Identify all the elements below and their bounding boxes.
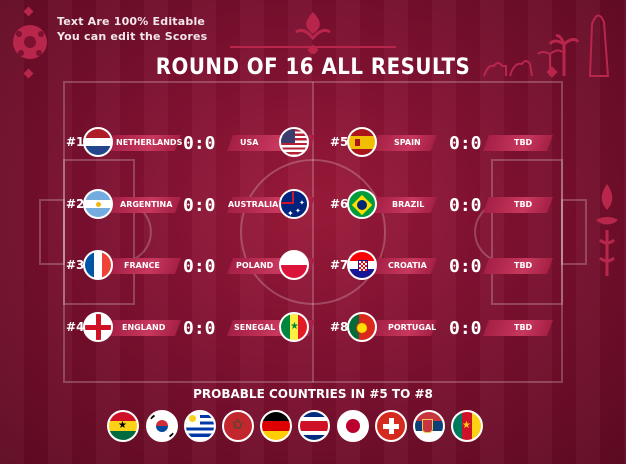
- japan-flag-icon: [337, 410, 369, 442]
- match-row-5: #5 SPAIN 0:0 TBD: [326, 127, 556, 157]
- morocco-flag-icon: ✩: [222, 410, 254, 442]
- match-row-1: #1 NETHERLANDS 0:0 USA: [60, 127, 315, 157]
- match-row-2: #2 ARGENTINA 0:0 AUSTRALIA ✦ ✦ ✦: [60, 189, 315, 219]
- match-number: #4: [66, 320, 85, 334]
- brazil-flag-icon: [347, 189, 377, 219]
- england-flag-icon: [83, 312, 113, 342]
- match-number: #6: [330, 197, 349, 211]
- match-row-4: #4 ENGLAND 0:0 SENEGAL ★: [60, 312, 315, 342]
- team-name: ARGENTINA: [120, 200, 173, 209]
- team-name: NETHERLANDS: [116, 138, 183, 147]
- match-score[interactable]: 0:0: [183, 195, 216, 216]
- match-row-6: #6 BRAZIL 0:0 TBD: [326, 189, 556, 219]
- team-name: USA: [240, 138, 259, 147]
- match-score[interactable]: 0:0: [183, 133, 216, 154]
- match-row-8: #8 PORTUGAL 0:0 TBD: [326, 312, 556, 342]
- switzerland-flag-icon: [375, 410, 407, 442]
- australia-flag-icon: ✦ ✦ ✦: [279, 189, 309, 219]
- team-name: PORTUGAL: [388, 323, 437, 332]
- team-name: TBD: [514, 138, 533, 147]
- south-korea-flag-icon: [146, 410, 178, 442]
- match-score[interactable]: 0:0: [449, 195, 482, 216]
- croatia-flag-icon: [347, 250, 377, 280]
- editable-note: You can edit the Scores: [57, 30, 208, 43]
- team-name: SENEGAL: [234, 323, 276, 332]
- desert-skyline-icon: [483, 14, 610, 78]
- match-score[interactable]: 0:0: [183, 318, 216, 339]
- match-number: #8: [330, 320, 349, 334]
- match-number: #5: [330, 135, 349, 149]
- editable-note: Text Are 100% Editable: [57, 15, 206, 28]
- match-score[interactable]: 0:0: [449, 256, 482, 277]
- usa-flag-icon: [279, 127, 309, 157]
- team-name: BRAZIL: [392, 200, 425, 209]
- team-name: POLAND: [236, 261, 274, 270]
- match-number: #2: [66, 197, 85, 211]
- senegal-flag-icon: ★: [279, 312, 309, 342]
- argentina-flag-icon: [83, 189, 113, 219]
- team-name: FRANCE: [124, 261, 160, 270]
- costa-rica-flag-icon: [298, 410, 330, 442]
- match-score[interactable]: 0:0: [183, 256, 216, 277]
- team-name: ENGLAND: [122, 323, 166, 332]
- soccer-ball-icon: [13, 25, 47, 59]
- probable-countries-title: PROBABLE COUNTRIES IN #5 TO #8: [193, 387, 433, 401]
- match-number: #7: [330, 258, 349, 272]
- ghana-flag-icon: ★: [107, 410, 139, 442]
- uruguay-flag-icon: [184, 410, 216, 442]
- serbia-flag-icon: [413, 410, 445, 442]
- poland-flag-icon: [279, 250, 309, 280]
- germany-flag-icon: [260, 410, 292, 442]
- arabesque-ornament-icon: [596, 184, 618, 276]
- page-title: ROUND OF 16 ALL RESULTS: [155, 55, 471, 80]
- team-name: CROATIA: [388, 261, 427, 270]
- match-score[interactable]: 0:0: [449, 133, 482, 154]
- match-number: #1: [66, 135, 85, 149]
- france-flag-icon: [83, 250, 113, 280]
- match-score[interactable]: 0:0: [449, 318, 482, 339]
- team-name: AUSTRALIA: [228, 200, 279, 209]
- title-divider: [230, 46, 396, 48]
- match-row-7: #7 CROATIA 0:0 TBD: [326, 250, 556, 280]
- match-number: #3: [66, 258, 85, 272]
- team-name: SPAIN: [394, 138, 421, 147]
- team-name: TBD: [514, 323, 533, 332]
- netherlands-flag-icon: [83, 127, 113, 157]
- team-name: TBD: [514, 261, 533, 270]
- cameroon-flag-icon: ★: [451, 410, 483, 442]
- spain-flag-icon: [347, 127, 377, 157]
- team-name: TBD: [514, 200, 533, 209]
- portugal-flag-icon: [347, 312, 377, 342]
- match-row-3: #3 FRANCE 0:0 POLAND: [60, 250, 315, 280]
